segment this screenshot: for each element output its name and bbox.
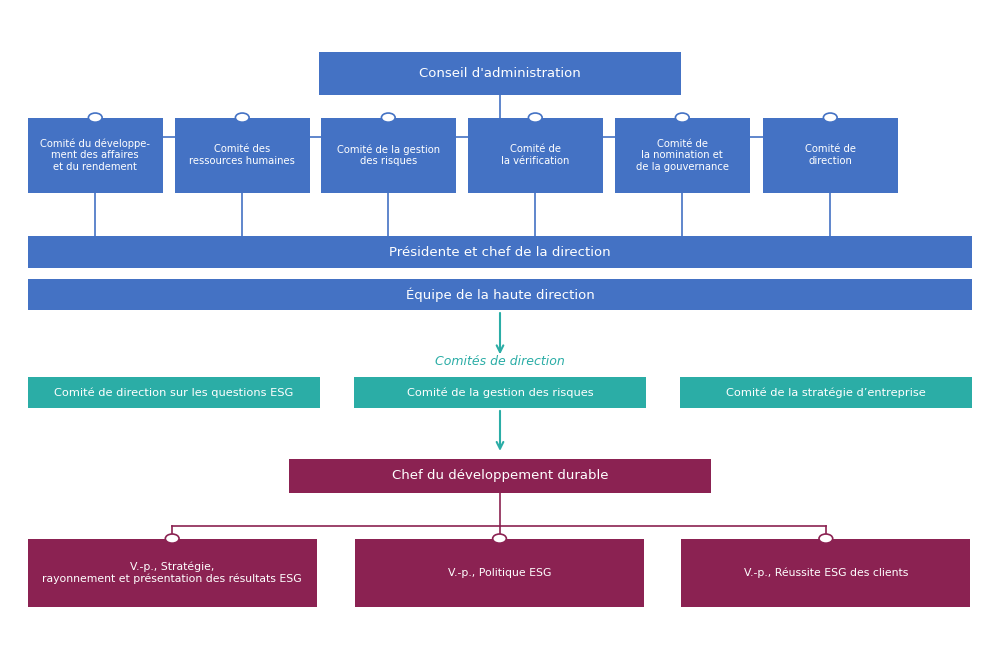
Text: Comité de la gestion
des risques: Comité de la gestion des risques [337,144,440,166]
FancyBboxPatch shape [615,118,750,192]
Text: Comité du développe-
ment des affaires
et du rendement: Comité du développe- ment des affaires e… [40,139,150,172]
FancyBboxPatch shape [321,118,456,192]
FancyBboxPatch shape [28,377,320,408]
FancyBboxPatch shape [468,118,603,192]
FancyBboxPatch shape [319,53,681,95]
Text: Comité de
la vérification: Comité de la vérification [501,145,569,166]
Text: Comités de direction: Comités de direction [435,355,565,368]
Circle shape [493,534,506,543]
FancyBboxPatch shape [28,118,163,192]
Circle shape [819,534,833,543]
Text: Comité de direction sur les questions ESG: Comité de direction sur les questions ES… [54,387,293,398]
FancyBboxPatch shape [289,459,711,493]
Circle shape [165,534,179,543]
FancyBboxPatch shape [763,118,898,192]
FancyBboxPatch shape [28,279,972,310]
FancyBboxPatch shape [680,377,972,408]
FancyBboxPatch shape [28,539,317,607]
Text: Comité de la stratégie d’entreprise: Comité de la stratégie d’entreprise [726,387,926,398]
Circle shape [235,113,249,122]
Text: V.-p., Politique ESG: V.-p., Politique ESG [448,568,551,578]
Circle shape [823,113,837,122]
FancyBboxPatch shape [354,377,646,408]
Circle shape [88,113,102,122]
FancyBboxPatch shape [175,118,310,192]
Text: V.-p., Réussite ESG des clients: V.-p., Réussite ESG des clients [744,567,908,578]
Circle shape [675,113,689,122]
Text: Comité des
ressources humaines: Comité des ressources humaines [189,145,295,166]
Text: Chef du développement durable: Chef du développement durable [392,470,608,482]
FancyBboxPatch shape [28,236,972,268]
Text: Comité de la gestion des risques: Comité de la gestion des risques [407,387,593,398]
FancyBboxPatch shape [355,539,644,607]
Text: Présidente et chef de la direction: Présidente et chef de la direction [389,246,611,258]
Circle shape [528,113,542,122]
Text: Comité de
la nomination et
de la gouvernance: Comité de la nomination et de la gouvern… [636,139,729,172]
Text: Conseil d'administration: Conseil d'administration [419,67,581,80]
Text: Équipe de la haute direction: Équipe de la haute direction [406,287,594,302]
Circle shape [381,113,395,122]
FancyBboxPatch shape [681,539,970,607]
Text: V.-p., Stratégie,
rayonnement et présentation des résultats ESG: V.-p., Stratégie, rayonnement et présent… [42,561,302,584]
Text: Comité de
direction: Comité de direction [805,145,856,166]
